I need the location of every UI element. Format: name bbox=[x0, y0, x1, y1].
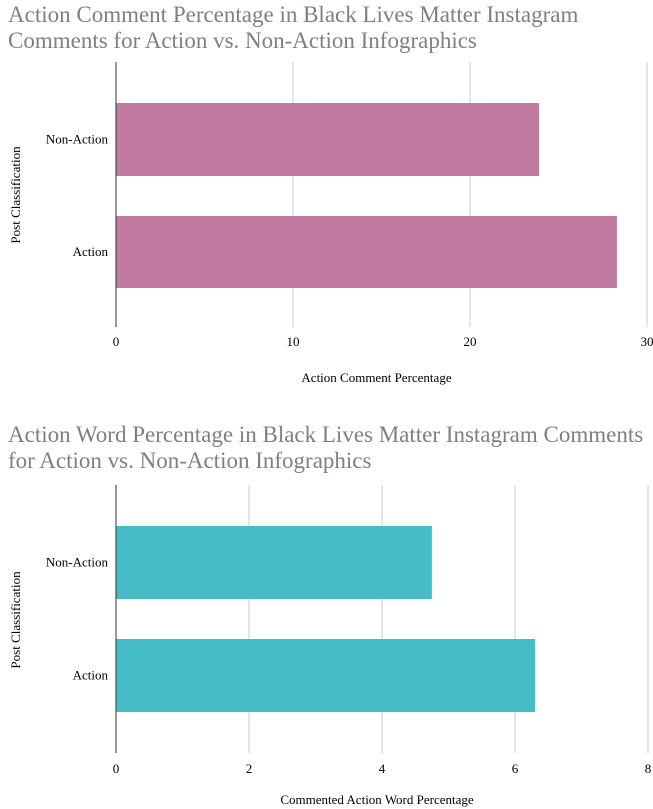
chart-action-word: Action Word Percentage in Black Lives Ma… bbox=[0, 420, 653, 809]
x-tick-label: 30 bbox=[641, 334, 653, 349]
x-tick-label: 2 bbox=[246, 761, 253, 776]
x-tick-label: 0 bbox=[113, 334, 120, 349]
x-tick-label: 8 bbox=[645, 761, 652, 776]
x-axis-title: Commented Action Word Percentage bbox=[280, 792, 474, 807]
chart-svg: 0 2 4 6 8 Non-Action Action Commented Action Wo… bbox=[8, 485, 652, 807]
x-tick-label: 10 bbox=[287, 334, 300, 349]
y-axis-title: Post Classification bbox=[8, 146, 23, 244]
x-tick-label: 6 bbox=[512, 761, 519, 776]
bar-action bbox=[116, 639, 535, 712]
chart-action-comment: Action Comment Percentage in Black Lives… bbox=[0, 0, 653, 400]
x-tick-label: 4 bbox=[379, 761, 386, 776]
x-tick-label: 20 bbox=[464, 334, 477, 349]
bar-non-action bbox=[116, 526, 432, 599]
chart-title: Action Word Percentage in Black Lives Ma… bbox=[8, 422, 644, 473]
category-label: Non-Action bbox=[46, 555, 109, 570]
x-axis-title: Action Comment Percentage bbox=[301, 370, 451, 385]
x-tick-label: 0 bbox=[113, 761, 120, 776]
y-axis-title: Post Classification bbox=[8, 571, 23, 669]
category-label: Action bbox=[73, 244, 109, 259]
chart-svg: 0 10 20 30 Non-Action Action Action Comment Pe… bbox=[8, 62, 653, 385]
bar-action bbox=[116, 216, 617, 288]
chart-title: Action Comment Percentage in Black Lives… bbox=[8, 2, 579, 53]
category-label: Non-Action bbox=[46, 132, 109, 147]
category-label: Action bbox=[73, 668, 109, 683]
bar-non-action bbox=[116, 103, 540, 176]
